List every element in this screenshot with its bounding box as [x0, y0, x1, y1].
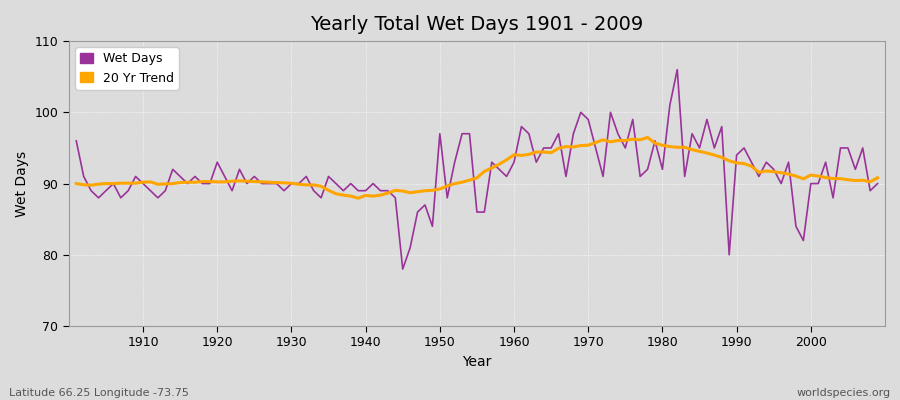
Legend: Wet Days, 20 Yr Trend: Wet Days, 20 Yr Trend [75, 47, 178, 90]
Wet Days [605, 110, 616, 115]
Wet Days [516, 124, 526, 129]
20 Yr Trend [643, 135, 653, 140]
Wet Days [293, 181, 304, 186]
Line: 20 Yr Trend: 20 Yr Trend [76, 138, 878, 198]
Wet Days [672, 67, 683, 72]
Wet Days [872, 181, 883, 186]
Wet Days [508, 160, 519, 165]
20 Yr Trend [508, 152, 519, 157]
Wet Days [338, 188, 349, 193]
20 Yr Trend [338, 193, 349, 198]
Text: Latitude 66.25 Longitude -73.75: Latitude 66.25 Longitude -73.75 [9, 388, 189, 398]
Line: Wet Days: Wet Days [76, 70, 878, 269]
20 Yr Trend [130, 181, 141, 186]
20 Yr Trend [71, 181, 82, 186]
Text: worldspecies.org: worldspecies.org [796, 388, 891, 398]
20 Yr Trend [516, 153, 526, 158]
Y-axis label: Wet Days: Wet Days [15, 150, 29, 217]
20 Yr Trend [872, 175, 883, 180]
X-axis label: Year: Year [463, 355, 491, 369]
20 Yr Trend [353, 196, 364, 200]
Title: Yearly Total Wet Days 1901 - 2009: Yearly Total Wet Days 1901 - 2009 [310, 15, 644, 34]
Wet Days [71, 138, 82, 143]
20 Yr Trend [293, 182, 304, 187]
20 Yr Trend [605, 140, 616, 144]
Wet Days [397, 267, 408, 272]
Wet Days [130, 174, 141, 179]
